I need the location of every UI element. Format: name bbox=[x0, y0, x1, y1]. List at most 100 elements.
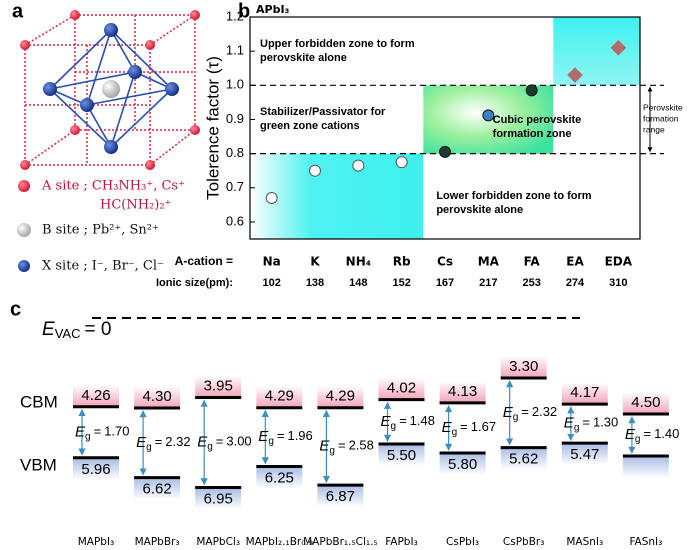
row-label: A-cation = bbox=[175, 254, 233, 268]
ionic-size: 217 bbox=[479, 277, 497, 289]
vacuum-symbol: E bbox=[42, 319, 55, 340]
ionic-size: 253 bbox=[522, 277, 540, 289]
level-name: VBM bbox=[20, 455, 57, 474]
vbm-box bbox=[195, 487, 242, 510]
gap-label: Eg = 2.58 bbox=[319, 437, 373, 456]
cbm-box bbox=[134, 386, 181, 408]
annotation-line: Stabilizer/Passivator for bbox=[260, 106, 386, 118]
cbm-label: 4.02 bbox=[387, 380, 416, 397]
annotation: Cubic perovskite formation zone bbox=[493, 114, 582, 140]
gap-symbol: E bbox=[442, 419, 453, 436]
vbm-box bbox=[622, 456, 669, 478]
x-tick-label: Na bbox=[263, 255, 281, 269]
marker bbox=[482, 109, 495, 122]
x-tick-label: Cs bbox=[437, 255, 453, 269]
y-tick-label: 1.0 bbox=[226, 77, 244, 92]
compound-label: MAPbBr₁.₅Cl₁.₅ bbox=[303, 536, 378, 548]
cbm-label: 4.29 bbox=[265, 388, 294, 405]
gap-label: Eg = 1.70 bbox=[75, 423, 129, 442]
gap-equals: = bbox=[155, 434, 163, 449]
ionic-size: 310 bbox=[609, 277, 627, 289]
cbm-box bbox=[73, 384, 119, 407]
ionic-size: 148 bbox=[349, 277, 367, 289]
annotation-line: Lower forbidden zone to form bbox=[436, 190, 591, 202]
vbm-box bbox=[317, 485, 364, 508]
vbm-box bbox=[256, 466, 303, 489]
cbm-box bbox=[561, 382, 608, 405]
cbm-label: 3.30 bbox=[509, 358, 538, 375]
annotation-line: formation zone bbox=[493, 128, 572, 140]
legend-marker bbox=[17, 223, 31, 237]
zone-upper bbox=[553, 17, 640, 86]
range-label-line: formation bbox=[643, 114, 679, 124]
compound-label: MAPbCl₃ bbox=[196, 536, 240, 548]
cbm-label: 4.17 bbox=[570, 384, 599, 401]
vbm-box bbox=[134, 477, 181, 500]
ionic-size: 152 bbox=[392, 277, 410, 289]
gap-label: Eg = 1.30 bbox=[564, 415, 618, 434]
vacuum-label: EVAC = 0 bbox=[42, 319, 111, 341]
gap-label: Eg = 3.00 bbox=[197, 433, 251, 452]
vbm-box bbox=[561, 443, 608, 466]
vbm-label: 5.80 bbox=[448, 456, 477, 473]
y-tick-label: 0.9 bbox=[226, 111, 244, 126]
y-tick-label: 0.6 bbox=[226, 213, 244, 228]
cbm-label: 4.26 bbox=[81, 387, 110, 404]
gap-equals: = bbox=[94, 424, 102, 439]
gap-equals: = bbox=[216, 434, 224, 449]
gap-symbol: E bbox=[381, 413, 392, 430]
x-tick-label: Rb bbox=[393, 255, 411, 269]
gap-subscript: g bbox=[513, 411, 519, 422]
cbm-label: 4.50 bbox=[631, 394, 660, 411]
row-label: Ionic size(pm): bbox=[156, 277, 233, 289]
marker bbox=[309, 164, 321, 177]
y-axis-label: Tolerence factor (τ) bbox=[203, 56, 222, 200]
vbm-label: 6.62 bbox=[142, 481, 171, 498]
vbm-label: 6.95 bbox=[204, 490, 233, 507]
gap-symbol: E bbox=[136, 434, 147, 451]
x-tick-label: FA bbox=[524, 255, 541, 269]
gap-label: Eg = 2.32 bbox=[136, 434, 190, 453]
gap-value: 2.32 bbox=[532, 404, 557, 419]
compound-label: MAPbI₃ bbox=[78, 536, 115, 548]
y-tick-label: 1.2 bbox=[226, 8, 244, 23]
legend-marker bbox=[18, 260, 30, 272]
range-label-line: range bbox=[643, 125, 665, 135]
vbm-box bbox=[73, 457, 119, 480]
gap-value: 1.40 bbox=[654, 426, 679, 441]
gap-equals: = bbox=[521, 404, 529, 419]
gap-symbol: E bbox=[258, 428, 269, 445]
annotation-line: Upper forbidden zone to form bbox=[260, 38, 415, 50]
vacuum-text: = 0 bbox=[84, 319, 111, 340]
panel-label: b bbox=[238, 0, 250, 22]
compound-label: MAPbBr₃ bbox=[135, 536, 180, 548]
level-name: CBM bbox=[20, 392, 58, 411]
cbm-box bbox=[256, 385, 303, 408]
vbm-label: 6.25 bbox=[265, 469, 294, 486]
marker bbox=[352, 159, 365, 172]
gap-equals: = bbox=[399, 413, 407, 428]
cbm-box bbox=[500, 356, 547, 378]
vbm-label: 5.47 bbox=[570, 446, 599, 463]
ionic-size: 167 bbox=[436, 277, 454, 289]
gap-subscript: g bbox=[574, 422, 580, 433]
x-tick-label: EDA bbox=[605, 255, 633, 269]
vbm-label: 5.96 bbox=[81, 461, 110, 478]
gap-symbol: E bbox=[197, 433, 208, 450]
vbm-label: 5.62 bbox=[509, 451, 538, 468]
compound-label: FAPbI₃ bbox=[385, 536, 418, 548]
plot-frame bbox=[249, 16, 641, 240]
x-tick-label: MA bbox=[478, 255, 500, 269]
gap-subscript: g bbox=[268, 436, 274, 447]
gap-label: Eg = 1.96 bbox=[258, 428, 312, 447]
gap-equals: = bbox=[582, 415, 590, 430]
gap-equals: = bbox=[643, 426, 651, 441]
gap-symbol: E bbox=[503, 404, 514, 421]
vbm-box bbox=[439, 453, 486, 475]
legend-label: HC(NH₂)₂⁺ bbox=[100, 198, 171, 213]
y-tick-label: 1.1 bbox=[226, 43, 244, 58]
gap-subscript: g bbox=[635, 434, 641, 445]
gap-subscript: g bbox=[391, 420, 397, 431]
compound-label: CsPbI₃ bbox=[446, 536, 479, 548]
cbm-box bbox=[317, 385, 364, 408]
